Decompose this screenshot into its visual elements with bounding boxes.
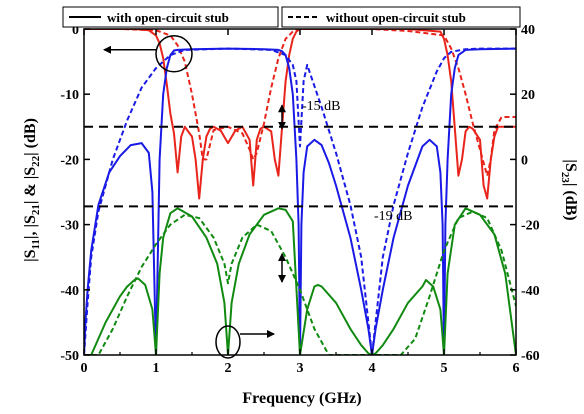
x-tick-label: 1: [153, 361, 160, 376]
annotation-marks: [103, 35, 286, 359]
reference-lines: [84, 125, 516, 208]
legend-label-solid: with open-circuit stub: [107, 10, 229, 25]
x-tick-label: 4: [369, 361, 376, 376]
y-axis-label-right: |S23| (dB): [559, 159, 579, 220]
x-tick-label: 5: [441, 361, 448, 376]
x-tick-label: 3: [297, 361, 304, 376]
series-green-dashed: [84, 210, 516, 355]
x-tick-label: 0: [81, 361, 88, 376]
annotation-19db: -19 dB: [374, 209, 413, 224]
series-red-solid: [84, 29, 516, 200]
y-left-tick-label: -20: [60, 153, 79, 168]
y-right-tick-label: -60: [521, 349, 540, 364]
x-tick-label: 2: [225, 361, 232, 376]
annotation-circle-left-axis: [155, 35, 193, 73]
legend-box-0: [62, 6, 279, 28]
legend-label-dashed: without open-circuit stub: [326, 10, 466, 25]
y-left-tick-label: -10: [60, 88, 79, 103]
y-left-tick-label: 0: [72, 23, 79, 38]
y-right-tick-label: 40: [521, 23, 535, 38]
legend-box-1: [281, 6, 521, 28]
y-right-tick-label: 0: [521, 153, 528, 168]
annotation-15db: -15 dB: [302, 99, 341, 114]
annotation-circle-right-axis: [215, 325, 241, 359]
y-right-tick-label: -40: [521, 284, 540, 299]
y-left-tick-label: -40: [60, 284, 79, 299]
series-blue-dashed: [84, 47, 516, 355]
y-left-tick-label: -30: [60, 219, 79, 234]
y-left-tick-label: -50: [60, 349, 79, 364]
x-axis-label: Frequency (GHz): [242, 390, 361, 407]
series-green-solid: [84, 207, 516, 355]
legend: with open-circuit stub without open-circu…: [62, 6, 521, 28]
y-right-tick-label: -20: [521, 219, 540, 234]
series-blue-solid: [84, 47, 516, 355]
tick-labels: 0 1 2 3 4 5 6 0 -10 -20 -30 -40 -50 40 20 0 -20 -40 -60: [60, 23, 539, 376]
x-tick-label: 6: [513, 361, 520, 376]
axes: [83, 28, 517, 356]
y-axis-label-left: |S11|, |S21| & |S22| (dB): [22, 118, 42, 262]
plot-area: [84, 29, 516, 355]
y-right-tick-label: 20: [521, 88, 535, 103]
series-red-dashed: [84, 29, 516, 177]
